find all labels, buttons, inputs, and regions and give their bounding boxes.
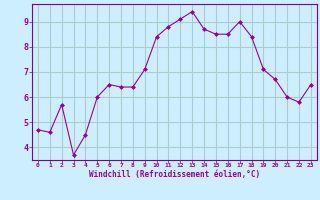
X-axis label: Windchill (Refroidissement éolien,°C): Windchill (Refroidissement éolien,°C) <box>89 170 260 179</box>
